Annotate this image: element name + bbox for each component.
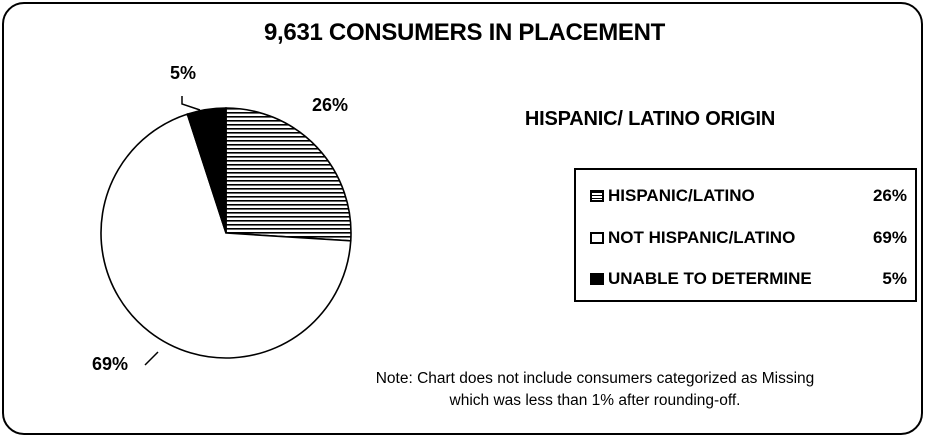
chart-frame bbox=[2, 2, 923, 435]
legend-value: 69% bbox=[872, 228, 907, 247]
legend-item-not-hispanic: NOT HISPANIC/LATINO 69% bbox=[590, 226, 907, 250]
chart-title: 9,631 CONSUMERS IN PLACEMENT bbox=[263, 19, 665, 46]
slice-unable bbox=[186, 107, 227, 234]
slice-data-label: 5% bbox=[170, 63, 196, 83]
chart-subtitle: HISPANIC/ LATINO ORIGIN bbox=[524, 108, 776, 130]
black-swatch-icon bbox=[590, 273, 604, 285]
legend-label: HISPANIC/LATINO bbox=[608, 186, 755, 205]
footnote: Note: Chart does not include consumers c… bbox=[315, 368, 875, 412]
legend-value: 26% bbox=[872, 186, 907, 205]
leader-line bbox=[144, 351, 159, 366]
legend-label: NOT HISPANIC/LATINO bbox=[608, 228, 796, 247]
footnote-line: Note: Chart does not include consumers c… bbox=[375, 370, 815, 387]
slice-not-hispanic bbox=[100, 113, 352, 359]
white-swatch-icon bbox=[590, 232, 604, 244]
leader-line bbox=[181, 96, 201, 111]
footnote-line: which was less than 1% after rounding-of… bbox=[449, 392, 741, 409]
legend-item-hispanic: HISPANIC/LATINO 26% bbox=[590, 184, 907, 208]
slice-hispanic bbox=[225, 107, 352, 242]
legend-item-unable: UNABLE TO DETERMINE 5% bbox=[590, 267, 907, 291]
legend-label: UNABLE TO DETERMINE bbox=[608, 269, 812, 288]
legend: HISPANIC/LATINO 26% NOT HISPANIC/LATINO … bbox=[574, 168, 917, 302]
slice-data-label: 69% bbox=[92, 354, 128, 374]
hatch-swatch-icon bbox=[590, 190, 604, 202]
legend-value: 5% bbox=[882, 269, 907, 288]
slice-data-label: 26% bbox=[312, 95, 348, 115]
